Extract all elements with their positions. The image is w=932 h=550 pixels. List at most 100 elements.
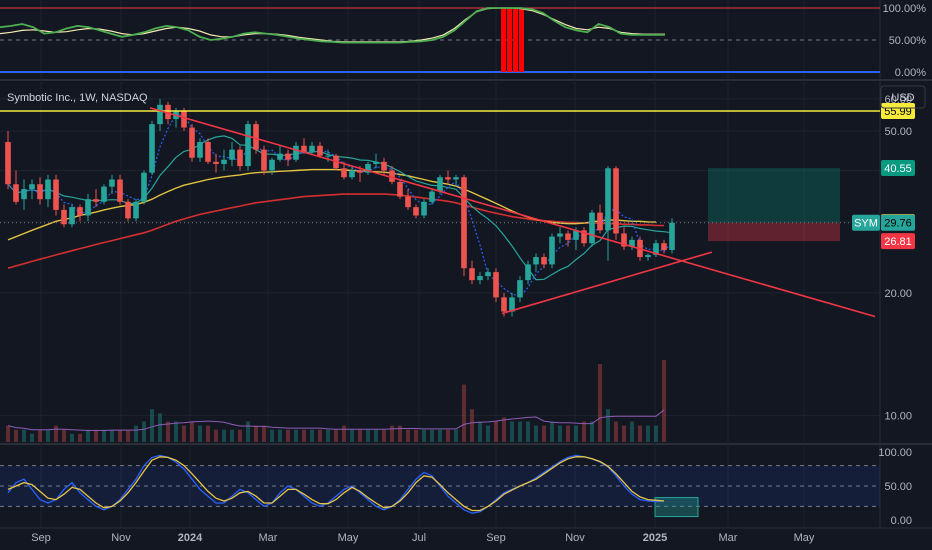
- candle-body: [293, 145, 299, 160]
- target-price-label-box: [881, 160, 915, 177]
- volume-bar: [158, 413, 162, 442]
- candle: [461, 174, 467, 277]
- candle-body: [77, 207, 83, 216]
- candle-body: [85, 199, 91, 216]
- candle: [253, 120, 259, 154]
- candle-body: [485, 272, 491, 277]
- candle-body: [597, 212, 603, 231]
- candle-body: [629, 239, 635, 247]
- volume-bar: [118, 429, 122, 442]
- candle-body: [349, 170, 355, 178]
- grid: [0, 0, 932, 529]
- candle: [429, 189, 435, 205]
- volume-bar: [502, 417, 506, 442]
- volume-bar: [182, 425, 186, 442]
- candle-body: [381, 161, 387, 171]
- price-axis-tick: 20.00: [884, 288, 912, 300]
- candle-body: [221, 159, 227, 164]
- candle: [509, 292, 515, 317]
- time-axis-label: Mar: [259, 532, 278, 544]
- price-axis-tick: 60.00: [884, 94, 912, 106]
- candle: [317, 141, 323, 158]
- volume-bar: [86, 429, 90, 442]
- candle-body: [397, 181, 403, 197]
- candle: [189, 124, 195, 162]
- candle: [541, 253, 547, 269]
- candle-body: [69, 207, 75, 225]
- candle-body: [301, 145, 307, 152]
- loss-zone: [708, 222, 840, 242]
- candle: [565, 230, 571, 247]
- candle-body: [461, 177, 467, 269]
- last-price-label-box: [881, 214, 915, 231]
- resistance-price-label: 55.99: [884, 106, 912, 118]
- time-axis-label: Nov: [111, 532, 131, 544]
- candle-body: [309, 145, 315, 152]
- candle: [469, 260, 475, 285]
- volume-bar: [294, 429, 298, 442]
- volume-bar: [558, 425, 562, 442]
- volume-bar: [30, 433, 34, 442]
- currency-label: USD: [891, 92, 914, 104]
- volume-bar: [22, 429, 26, 442]
- candle: [285, 149, 291, 167]
- volume-bar: [470, 409, 474, 442]
- candle: [117, 174, 123, 205]
- candle: [37, 177, 43, 205]
- drawn-lines[interactable]: [0, 107, 880, 318]
- candle: [629, 236, 635, 250]
- volume-bar: [350, 429, 354, 442]
- candle: [533, 253, 539, 273]
- symbol-title: Symbotic Inc., 1W, NASDAQ: [7, 92, 148, 104]
- candle-body: [61, 209, 67, 225]
- candle-body: [285, 153, 291, 160]
- stoch-d-line: [7, 456, 665, 512]
- volume-bar: [526, 421, 530, 442]
- volume-bar: [126, 429, 130, 442]
- volume-bar: [422, 429, 426, 442]
- profit-zone: [708, 168, 840, 223]
- volume-bar: [446, 429, 450, 442]
- long-position-tool[interactable]: [708, 168, 840, 242]
- volume-bar: [302, 429, 306, 442]
- volume-bar: [142, 421, 146, 442]
- volume-bar: [590, 421, 594, 442]
- volume-bars: [6, 360, 666, 442]
- candle: [101, 184, 107, 205]
- candle-body: [501, 297, 507, 312]
- candle: [581, 227, 587, 247]
- candle: [261, 145, 267, 175]
- volume-bar: [398, 425, 402, 442]
- candle-body: [117, 179, 123, 202]
- candle-body: [413, 207, 419, 216]
- candle: [493, 268, 499, 302]
- candle-body: [405, 196, 411, 208]
- stochastic-panel: [0, 454, 880, 518]
- candle: [525, 260, 531, 285]
- volume-bar: [414, 429, 418, 442]
- candle-body: [229, 149, 235, 160]
- volume-bar: [326, 429, 330, 442]
- volume-bar: [630, 421, 634, 442]
- candle-body: [653, 243, 659, 255]
- candle-body: [429, 191, 435, 202]
- volume-bar: [238, 429, 242, 442]
- top-signal-line: [0, 7, 665, 43]
- currency-button[interactable]: [880, 85, 926, 109]
- candle: [421, 199, 427, 219]
- volume-bar: [438, 429, 442, 442]
- volume-bar: [198, 425, 202, 442]
- candle-body: [477, 276, 483, 281]
- volume-bar: [646, 425, 650, 442]
- stoch-axis-tick: 0.00: [891, 515, 912, 527]
- stoch-axis-tick: 100.00: [878, 447, 912, 459]
- candle-body: [141, 172, 147, 202]
- volume-bar: [6, 425, 10, 442]
- volume-bar: [638, 425, 642, 442]
- stoch-axis-tick: 50.00: [884, 481, 912, 493]
- candle-body: [189, 127, 195, 158]
- ma-red-line: [7, 193, 664, 269]
- time-axis-label: 2024: [178, 532, 203, 544]
- candle: [77, 204, 83, 222]
